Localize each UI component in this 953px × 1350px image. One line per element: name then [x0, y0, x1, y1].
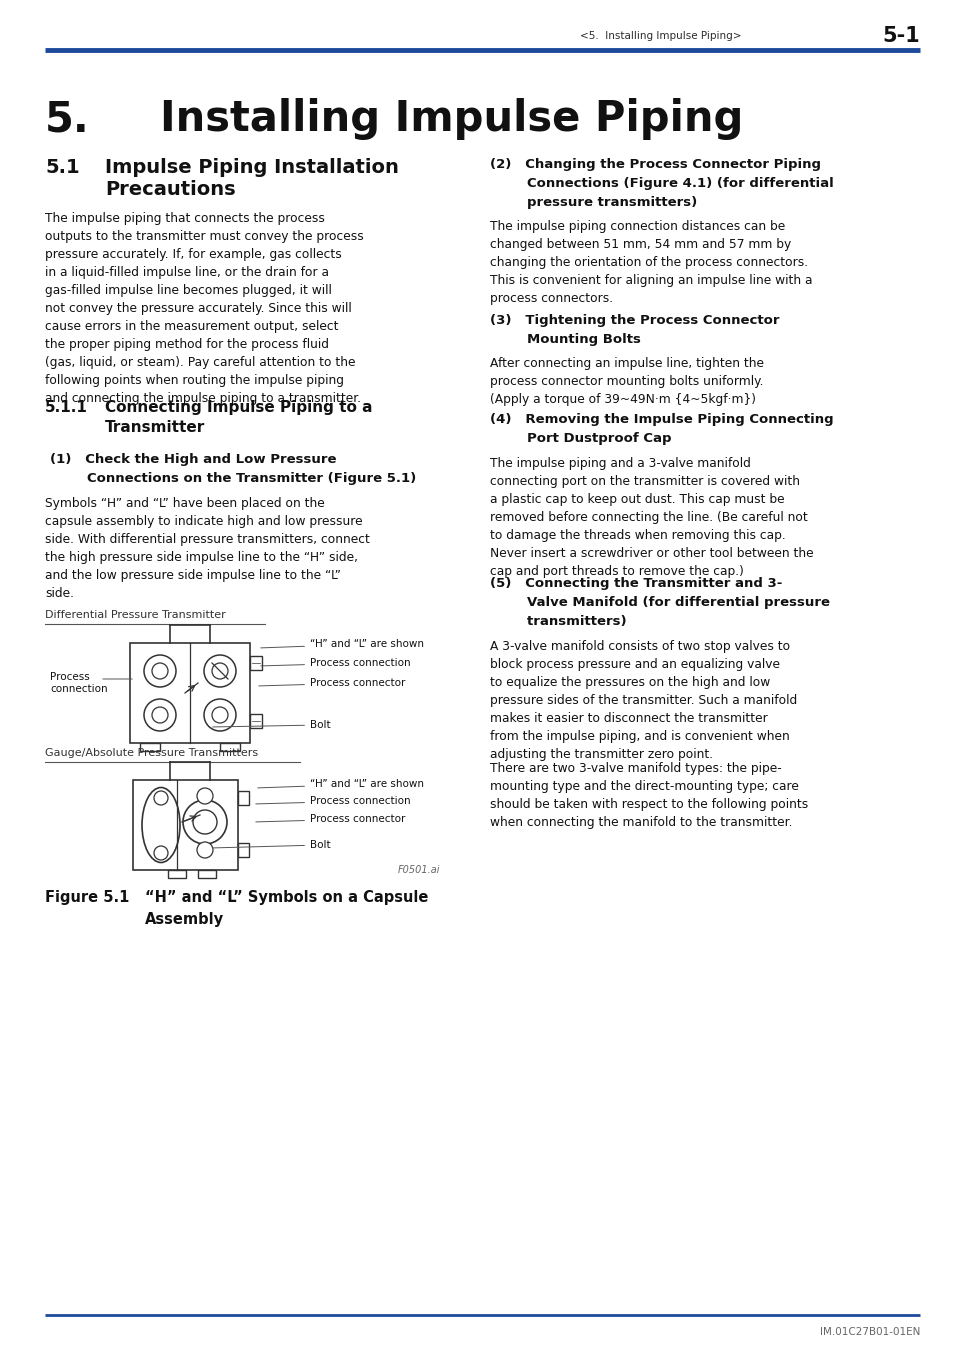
- Circle shape: [183, 801, 227, 844]
- Circle shape: [153, 846, 168, 860]
- Bar: [140, 743, 160, 751]
- Bar: [198, 869, 215, 878]
- Text: Process connector: Process connector: [255, 814, 405, 824]
- Text: The impulse piping and a 3-valve manifold
connecting port on the transmitter is : The impulse piping and a 3-valve manifol…: [490, 458, 813, 578]
- Text: The impulse piping that connects the process
outputs to the transmitter must con: The impulse piping that connects the pro…: [45, 212, 363, 405]
- Text: Connections (Figure 4.1) (for differential: Connections (Figure 4.1) (for differenti…: [490, 177, 833, 190]
- Text: There are two 3-valve manifold types: the pipe-
mounting type and the direct-mou: There are two 3-valve manifold types: th…: [490, 761, 807, 829]
- Text: 5-1: 5-1: [882, 26, 919, 46]
- Bar: [130, 643, 250, 743]
- Text: IM.01C27B01-01EN: IM.01C27B01-01EN: [819, 1327, 919, 1336]
- Text: (1)   Check the High and Low Pressure: (1) Check the High and Low Pressure: [50, 454, 336, 466]
- Text: Mounting Bolts: Mounting Bolts: [490, 333, 640, 346]
- Bar: [237, 791, 249, 805]
- Text: Valve Manifold (for differential pressure: Valve Manifold (for differential pressur…: [490, 595, 829, 609]
- Circle shape: [153, 791, 168, 805]
- Text: Connections on the Transmitter (Figure 5.1): Connections on the Transmitter (Figure 5…: [50, 472, 416, 485]
- Bar: [168, 869, 186, 878]
- Text: Bolt: Bolt: [213, 840, 331, 850]
- Bar: [220, 743, 240, 751]
- Text: Symbols “H” and “L” have been placed on the
capsule assembly to indicate high an: Symbols “H” and “L” have been placed on …: [45, 497, 370, 599]
- Text: Bolt: Bolt: [213, 720, 331, 730]
- Text: Gauge/Absolute Pressure Transmitters: Gauge/Absolute Pressure Transmitters: [45, 748, 258, 757]
- Text: Process connection: Process connection: [255, 796, 410, 806]
- Circle shape: [204, 655, 235, 687]
- Text: (5)   Connecting the Transmitter and 3-: (5) Connecting the Transmitter and 3-: [490, 576, 781, 590]
- Text: Transmitter: Transmitter: [105, 420, 205, 435]
- Text: Differential Pressure Transmitter: Differential Pressure Transmitter: [45, 610, 226, 620]
- Text: The impulse piping connection distances can be
changed between 51 mm, 54 mm and : The impulse piping connection distances …: [490, 220, 812, 305]
- Text: Connecting Impulse Piping to a: Connecting Impulse Piping to a: [105, 400, 372, 414]
- Text: A 3-valve manifold consists of two stop valves to
block process pressure and an : A 3-valve manifold consists of two stop …: [490, 640, 797, 761]
- Text: 5.: 5.: [45, 99, 90, 140]
- Text: “H” and “L” are shown: “H” and “L” are shown: [257, 779, 423, 788]
- Circle shape: [196, 788, 213, 805]
- Text: Precautions: Precautions: [105, 180, 235, 198]
- Text: (3)   Tightening the Process Connector: (3) Tightening the Process Connector: [490, 315, 779, 327]
- Circle shape: [212, 663, 228, 679]
- Text: pressure transmitters): pressure transmitters): [490, 196, 697, 209]
- Circle shape: [204, 699, 235, 730]
- Ellipse shape: [142, 787, 180, 863]
- Text: Process
connection: Process connection: [50, 672, 108, 694]
- Circle shape: [212, 707, 228, 724]
- Circle shape: [193, 810, 216, 834]
- Text: “H” and “L” are shown: “H” and “L” are shown: [260, 639, 423, 649]
- Text: F0501.ai: F0501.ai: [397, 865, 439, 875]
- Circle shape: [196, 842, 213, 859]
- Text: 5.1: 5.1: [45, 158, 79, 177]
- Text: Assembly: Assembly: [145, 913, 224, 927]
- Text: Port Dustproof Cap: Port Dustproof Cap: [490, 432, 671, 446]
- Circle shape: [144, 699, 175, 730]
- Bar: [250, 656, 262, 670]
- Text: (2)   Changing the Process Connector Piping: (2) Changing the Process Connector Pipin…: [490, 158, 821, 171]
- Bar: [250, 714, 262, 728]
- Text: “H” and “L” Symbols on a Capsule: “H” and “L” Symbols on a Capsule: [145, 890, 428, 905]
- Text: <5.  Installing Impulse Piping>: <5. Installing Impulse Piping>: [579, 31, 740, 40]
- Text: (4)   Removing the Impulse Piping Connecting: (4) Removing the Impulse Piping Connecti…: [490, 413, 833, 427]
- Text: Installing Impulse Piping: Installing Impulse Piping: [160, 99, 742, 140]
- Bar: [237, 842, 249, 857]
- Text: Figure 5.1: Figure 5.1: [45, 890, 130, 905]
- Text: Process connector: Process connector: [258, 678, 405, 688]
- Text: transmitters): transmitters): [490, 616, 626, 628]
- Text: 5.1.1: 5.1.1: [45, 400, 88, 414]
- Text: Impulse Piping Installation: Impulse Piping Installation: [105, 158, 398, 177]
- Circle shape: [152, 663, 168, 679]
- Text: Process connection: Process connection: [260, 657, 410, 668]
- Circle shape: [144, 655, 175, 687]
- Circle shape: [152, 707, 168, 724]
- Text: After connecting an impulse line, tighten the
process connector mounting bolts u: After connecting an impulse line, tighte…: [490, 356, 763, 406]
- Bar: [132, 780, 237, 869]
